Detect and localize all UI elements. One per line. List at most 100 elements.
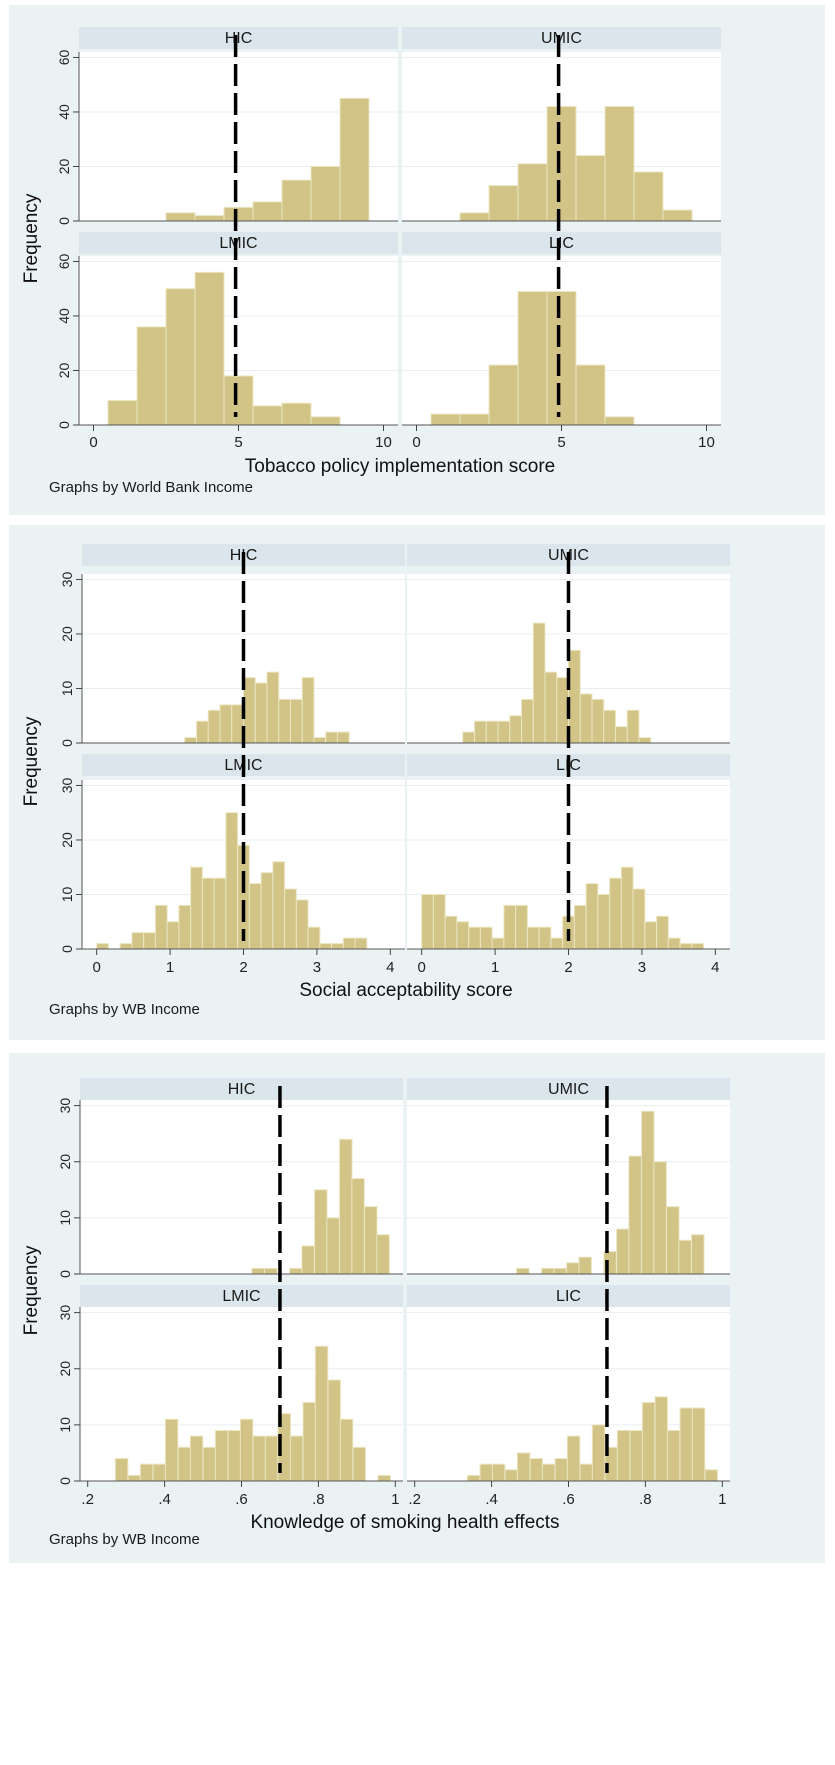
histogram-bar bbox=[546, 106, 577, 222]
figure-block-1: HIC 0 20 40 60 UMIC LMIC 0 20 40 60 0 5 10 LIC 0 5 10 Toba… bbox=[9, 5, 825, 515]
histogram-bar bbox=[526, 926, 540, 950]
histogram-bar bbox=[515, 904, 528, 950]
figure-block-3: HIC 0 10 20 30 UMIC LMIC 0 10 20 30 .2 .4 .6 .8 1 LIC .2.… bbox=[9, 1053, 825, 1563]
panel-lmic: LMIC 0 20 40 60 0 5 10 bbox=[56, 232, 398, 451]
x-tick-label: 5 bbox=[557, 434, 565, 451]
y-tick-label: 20 bbox=[57, 1154, 73, 1170]
panel-strip bbox=[80, 1078, 403, 1100]
histogram-bar bbox=[177, 1446, 192, 1482]
histogram-bar bbox=[509, 715, 523, 744]
histogram-bar bbox=[544, 671, 558, 744]
panel-lic: LIC 0 5 10 bbox=[402, 232, 721, 451]
histogram-bar bbox=[633, 171, 664, 222]
y-tick-label: 0 bbox=[56, 217, 72, 225]
histogram-bar bbox=[538, 926, 552, 950]
histogram-bar bbox=[430, 413, 461, 426]
x-axis-title: Social acceptability score bbox=[299, 980, 512, 1001]
histogram-bar bbox=[314, 1345, 329, 1482]
panel-label: UMIC bbox=[541, 30, 582, 47]
y-tick-label: 20 bbox=[56, 158, 72, 174]
histogram-bar bbox=[575, 364, 606, 426]
histogram-bar bbox=[466, 1474, 481, 1482]
histogram-bar bbox=[114, 1458, 129, 1482]
histogram-bar bbox=[281, 402, 312, 426]
histogram-bar bbox=[331, 943, 344, 950]
histogram-bar bbox=[202, 1446, 217, 1482]
panel-strip bbox=[407, 1078, 730, 1100]
histogram-bar bbox=[223, 375, 254, 426]
x-axis-title: Tobacco policy implementation score bbox=[245, 456, 556, 477]
histogram-bar bbox=[614, 726, 628, 744]
histogram-bar bbox=[252, 1435, 267, 1482]
histogram-bar bbox=[616, 1429, 631, 1482]
histogram-bar bbox=[289, 1267, 303, 1275]
histogram-bar bbox=[474, 720, 487, 744]
panel-hic: HIC 0 20 40 60 bbox=[56, 27, 398, 225]
histogram-bar bbox=[691, 1407, 706, 1482]
histogram-bar bbox=[456, 921, 470, 950]
histogram-bar bbox=[678, 1239, 692, 1275]
histogram-bar bbox=[556, 677, 569, 744]
histogram-bar bbox=[364, 1206, 378, 1275]
histogram-bar bbox=[136, 326, 167, 426]
chart-1-note: Graphs by World Bank Income bbox=[49, 479, 253, 496]
x-tick-label: 1 bbox=[166, 959, 174, 976]
histogram-bar bbox=[96, 943, 109, 950]
histogram-bar bbox=[550, 937, 564, 950]
histogram-bar bbox=[609, 877, 622, 950]
histogram-bar bbox=[532, 622, 546, 744]
histogram-bar bbox=[504, 1469, 519, 1482]
histogram-bar bbox=[578, 1256, 592, 1275]
histogram-bar bbox=[326, 1217, 340, 1275]
histogram-bar bbox=[264, 1267, 278, 1275]
histogram-bar bbox=[281, 179, 312, 222]
histogram-bar bbox=[189, 1435, 204, 1482]
histogram-bar bbox=[301, 1245, 315, 1275]
histogram-bar bbox=[196, 720, 209, 744]
histogram-bar bbox=[165, 212, 196, 222]
histogram-bar bbox=[497, 720, 511, 744]
panel-lmic: LMIC 0 10 20 30 .2 .4 .6 .8 1 bbox=[57, 1285, 403, 1508]
x-tick-label: 2 bbox=[239, 959, 247, 976]
histogram-bar bbox=[629, 1429, 644, 1482]
y-axis-title: Frequency bbox=[21, 1245, 42, 1335]
histogram-bar bbox=[252, 201, 283, 222]
x-tick-label: 0 bbox=[93, 959, 101, 976]
x-tick-label: .2 bbox=[408, 1491, 421, 1508]
histogram-bar bbox=[165, 288, 196, 426]
panel-umic: UMIC bbox=[402, 27, 721, 222]
histogram-bar bbox=[579, 1463, 594, 1482]
histogram-bar bbox=[302, 1401, 317, 1482]
panel-umic: UMIC bbox=[407, 1078, 730, 1275]
histogram-bar bbox=[166, 921, 180, 950]
y-tick-label: 0 bbox=[57, 1477, 73, 1485]
histogram-bar bbox=[641, 1110, 655, 1275]
histogram-bar bbox=[626, 709, 640, 744]
histogram-bar bbox=[342, 937, 356, 950]
y-tick-label: 60 bbox=[56, 49, 72, 65]
x-tick-label: 4 bbox=[386, 959, 394, 976]
histogram-bar bbox=[284, 888, 297, 950]
x-tick-label: 0 bbox=[412, 434, 420, 451]
histogram-bar bbox=[310, 165, 341, 222]
histogram-bar bbox=[553, 1267, 567, 1275]
y-tick-label: 0 bbox=[59, 945, 75, 953]
histogram-bar bbox=[289, 1435, 304, 1482]
histogram-bar bbox=[620, 866, 634, 950]
histogram-bar bbox=[154, 904, 168, 950]
histogram-bar bbox=[260, 872, 274, 950]
histogram-bar bbox=[278, 698, 291, 744]
histogram-bar bbox=[603, 709, 616, 744]
x-tick-label: .8 bbox=[639, 1491, 652, 1508]
histogram-bar bbox=[516, 1267, 530, 1275]
histogram-bar bbox=[219, 704, 233, 744]
panel-strip bbox=[80, 1285, 403, 1307]
histogram-bar bbox=[421, 893, 434, 950]
histogram-bar bbox=[541, 1267, 555, 1275]
histogram-bar bbox=[641, 1401, 656, 1482]
y-tick-label: 10 bbox=[59, 886, 75, 902]
histogram-bar bbox=[604, 416, 635, 426]
panel-label: UMIC bbox=[548, 1081, 589, 1098]
x-tick-label: 1 bbox=[491, 959, 499, 976]
x-tick-label: 10 bbox=[698, 434, 715, 451]
